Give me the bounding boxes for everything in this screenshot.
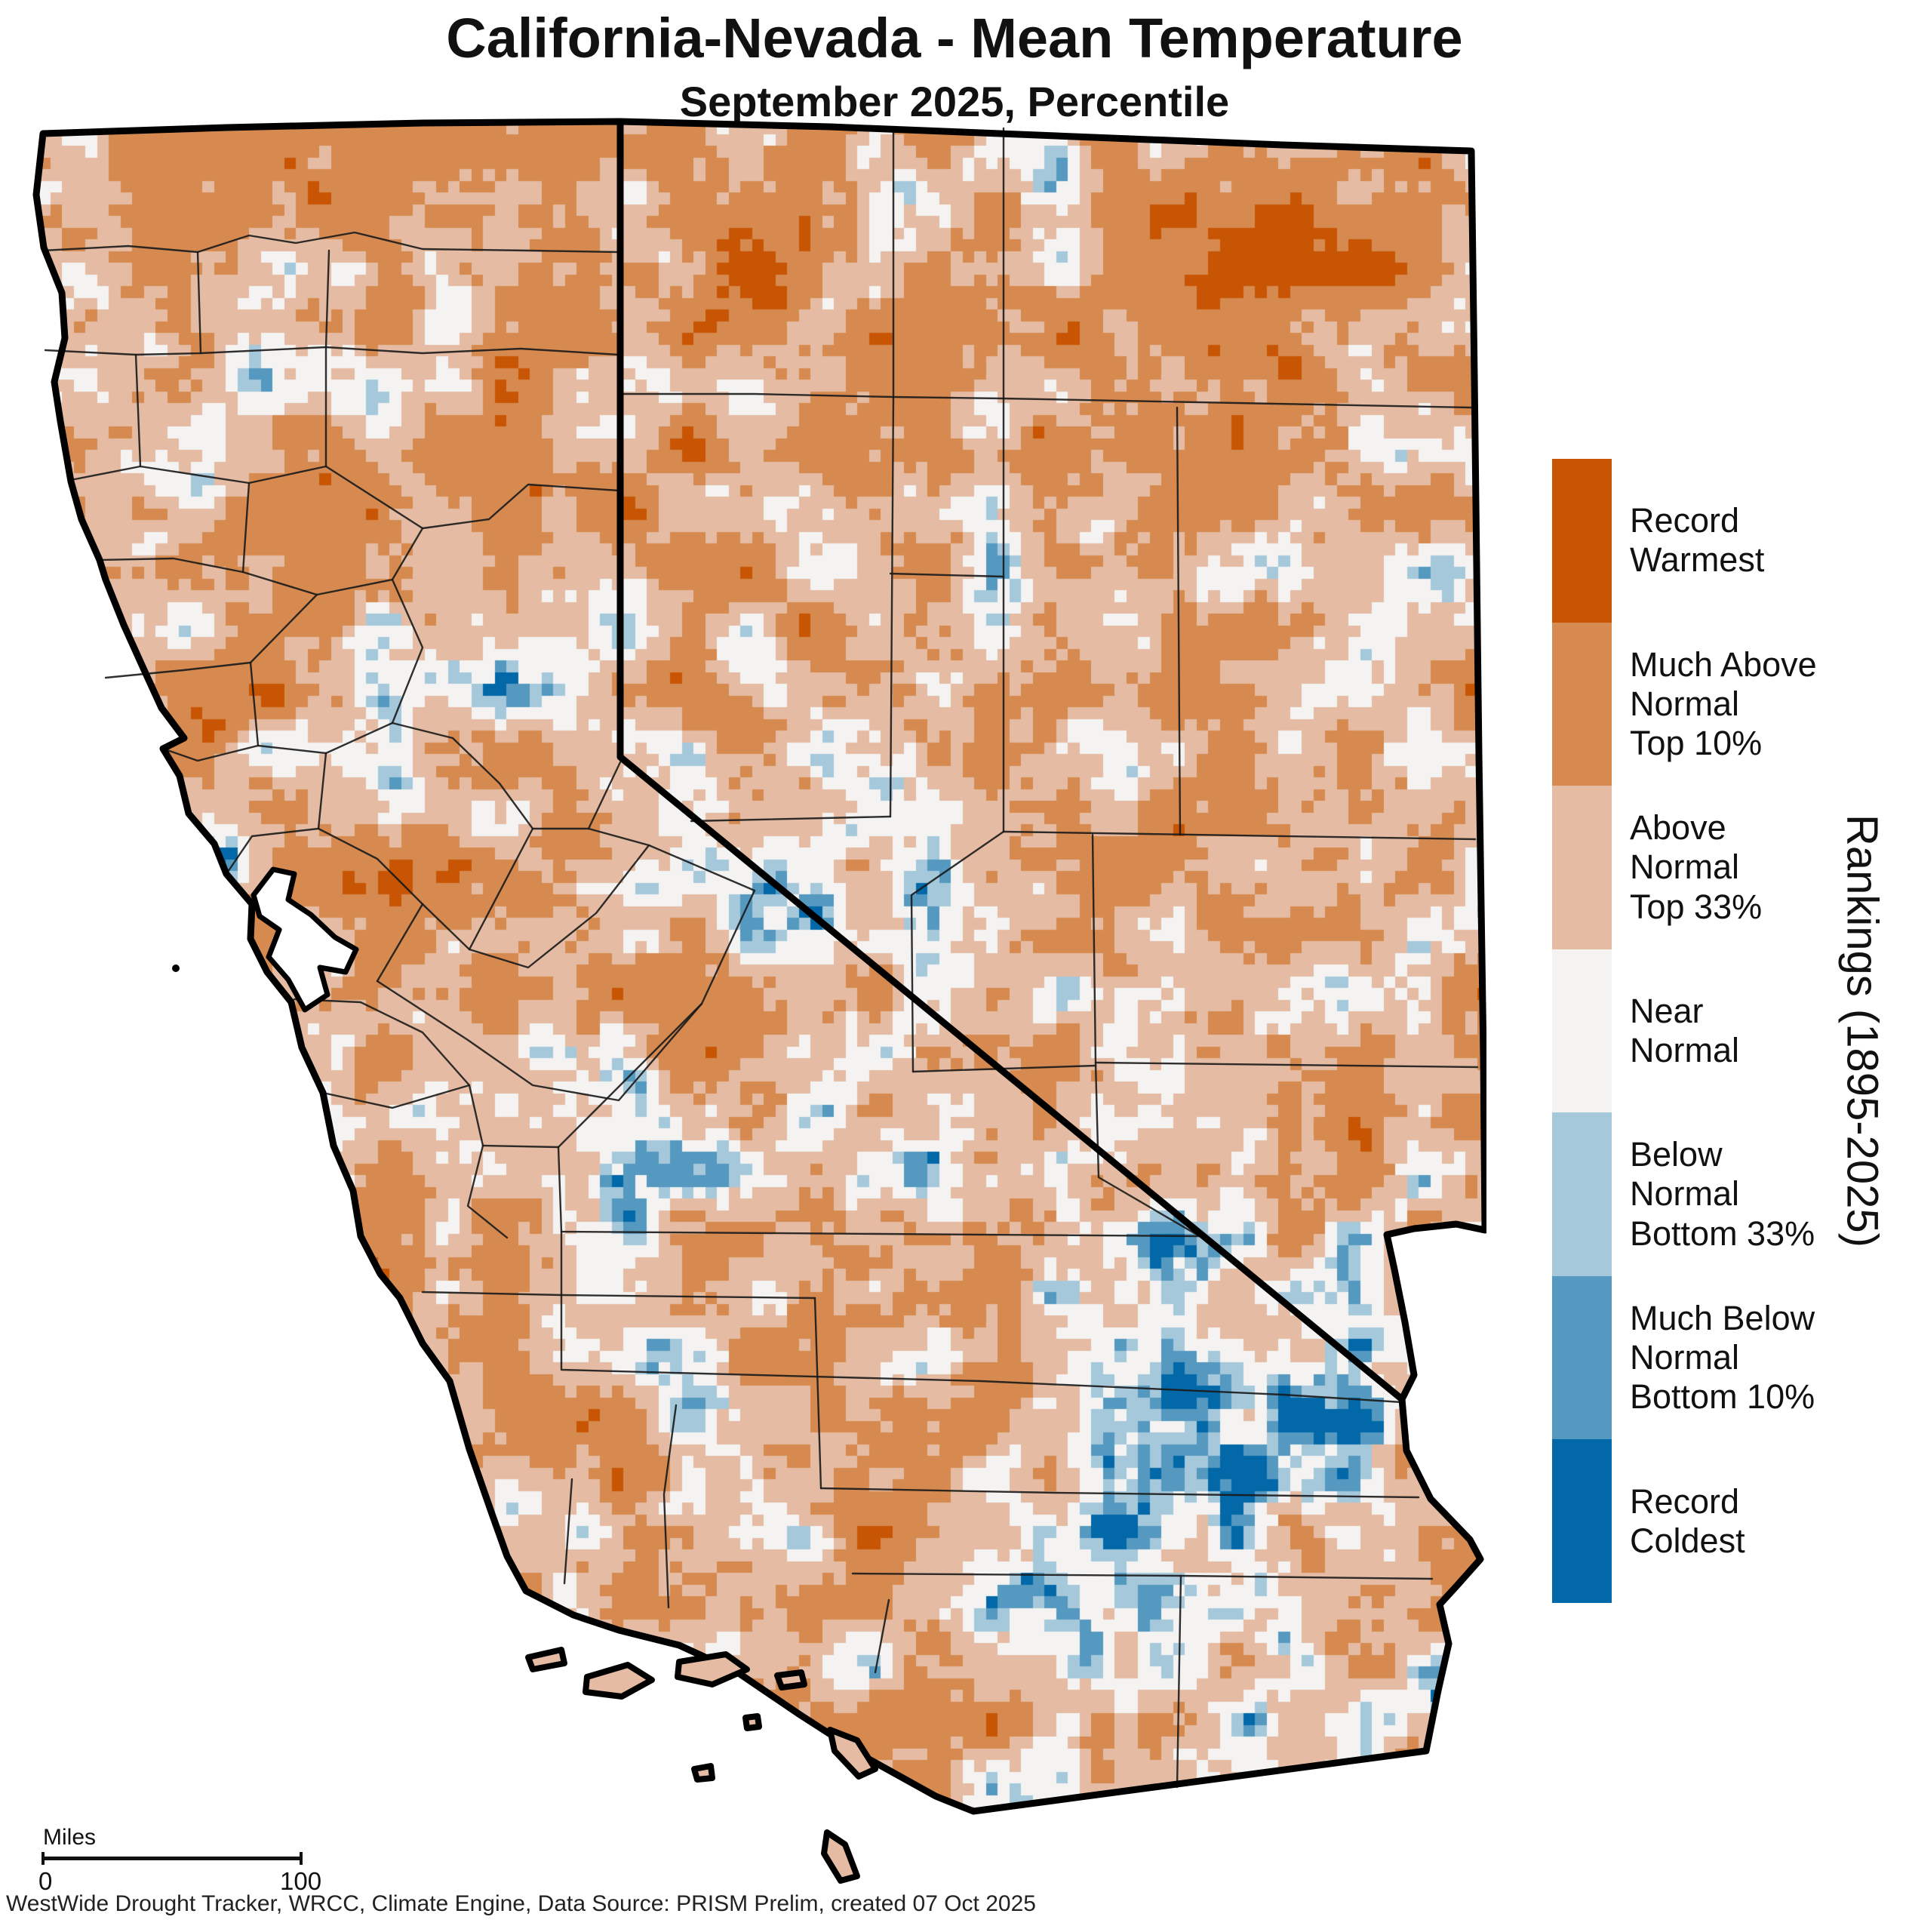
scale-bar-end-value: 100 xyxy=(280,1867,322,1895)
county-boundary-line xyxy=(98,557,244,574)
county-boundary-line xyxy=(376,903,424,983)
county-boundary-line xyxy=(1002,397,1473,409)
county-boundary-line xyxy=(874,1598,890,1674)
scale-bar-tick-end xyxy=(300,1852,303,1865)
channel-island xyxy=(583,1662,655,1700)
legend-item: Much Above Normal Top 10% xyxy=(1630,623,1909,786)
legend-item: Below Normal Bottom 33% xyxy=(1630,1112,1909,1276)
legend-item: Much Below Normal Bottom 10% xyxy=(1630,1276,1909,1440)
legend-swatch xyxy=(1552,1275,1612,1440)
legend-item-label: Much Below Normal Bottom 10% xyxy=(1630,1298,1815,1417)
legend-item-label: Record Coldest xyxy=(1630,1481,1745,1560)
state-outline-border xyxy=(32,118,1486,1815)
legend-swatch xyxy=(1552,949,1612,1113)
legend-swatch xyxy=(1552,1439,1612,1603)
county-boundary-line xyxy=(421,1291,816,1300)
legend-swatch xyxy=(1552,622,1612,786)
legend: Record Warmest Much Above Normal Top 10% A… xyxy=(1552,459,1907,1603)
county-boundary-line xyxy=(557,1146,1201,1238)
county-boundary-line xyxy=(134,346,327,485)
scale-bar-start-value: 0 xyxy=(38,1867,53,1895)
map xyxy=(15,75,1486,1887)
county-boundary-line xyxy=(619,392,1005,400)
county-boundary-line xyxy=(889,395,895,818)
legend-item: Above Normal Top 33% xyxy=(1630,786,1909,949)
source-caption: WestWide Drought Tracker, WRCC, Climate … xyxy=(6,1891,1036,1916)
county-boundary-line xyxy=(44,251,202,356)
county-boundary-line xyxy=(819,1487,1420,1499)
legend-swatch xyxy=(1552,1112,1612,1276)
county-boundary-line xyxy=(1094,1061,1479,1069)
county-boundary-line xyxy=(662,1404,678,1609)
county-boundary-line xyxy=(391,721,622,830)
legend-item: Record Warmest xyxy=(1630,459,1909,623)
county-boundary-line xyxy=(910,830,1005,1073)
channel-island xyxy=(821,1829,860,1884)
county-boundary-line xyxy=(690,815,892,823)
county-boundary-line xyxy=(42,231,620,254)
legend-item-label: Record Warmest xyxy=(1630,501,1765,580)
county-boundary-line xyxy=(813,1297,822,1490)
channel-island xyxy=(525,1647,567,1672)
page-title: California-Nevada - Mean Temperature xyxy=(446,7,1463,69)
county-boundary-line xyxy=(468,827,650,969)
county-boundary-line xyxy=(1176,406,1182,836)
county-boundary-line xyxy=(241,465,424,596)
legend-item: Near Normal xyxy=(1630,949,1909,1113)
california-nevada-border-line xyxy=(616,118,1406,1403)
county-boundary-line xyxy=(376,844,756,1102)
legend-item-label: Much Above Normal Top 10% xyxy=(1630,645,1817,762)
legend-item-label: Near Normal xyxy=(1630,991,1740,1069)
county-boundary-line xyxy=(199,249,330,355)
county-boundary-line xyxy=(889,572,1005,578)
channel-island xyxy=(675,1651,750,1687)
county-boundary-line xyxy=(563,1478,573,1585)
legend-color-bar xyxy=(1552,459,1612,1603)
county-boundary-line xyxy=(161,661,260,762)
county-boundary-line xyxy=(69,465,142,481)
legend-item-label: Below Normal Bottom 33% xyxy=(1630,1135,1815,1253)
county-boundary-line xyxy=(324,346,620,356)
legend-labels: Record Warmest Much Above Normal Top 10% A… xyxy=(1630,459,1909,1603)
channel-island xyxy=(827,1727,878,1780)
farallon-island-dot xyxy=(172,964,180,972)
county-boundary-line xyxy=(317,827,534,951)
channel-island xyxy=(691,1763,715,1783)
scale-bar: Miles 0 100 xyxy=(38,1825,358,1895)
san-francisco-bay xyxy=(251,866,359,1013)
county-boundary-line xyxy=(225,752,327,875)
channel-island xyxy=(742,1713,762,1731)
map-overlay-svg xyxy=(32,118,1486,1884)
county-boundary-line xyxy=(1002,830,1477,841)
county-boundary-line xyxy=(421,483,620,530)
legend-axis-label: Rankings (1895-2025) xyxy=(1837,814,1887,1247)
legend-item: Record Coldest xyxy=(1630,1439,1909,1603)
legend-item-label: Above Normal Top 33% xyxy=(1630,808,1763,926)
county-boundary-line xyxy=(257,578,424,755)
county-boundary-line xyxy=(1091,833,1097,1064)
legend-swatch xyxy=(1552,786,1612,949)
scale-bar-units-label: Miles xyxy=(43,1825,97,1850)
channel-island xyxy=(774,1669,807,1690)
scale-bar-line xyxy=(42,1857,303,1860)
county-boundary-line xyxy=(1176,1574,1182,1789)
county-boundary-line xyxy=(104,593,318,679)
scale-bar-tick-start xyxy=(42,1852,45,1865)
county-boundary-line xyxy=(481,1002,703,1149)
county-boundary-line xyxy=(851,1572,1434,1580)
county-boundary-line xyxy=(560,1294,1403,1404)
county-boundary-line xyxy=(321,1084,471,1109)
county-boundary-line xyxy=(1094,1061,1209,1242)
legend-swatch xyxy=(1552,459,1612,623)
map-raster-canvas xyxy=(15,75,1486,1887)
